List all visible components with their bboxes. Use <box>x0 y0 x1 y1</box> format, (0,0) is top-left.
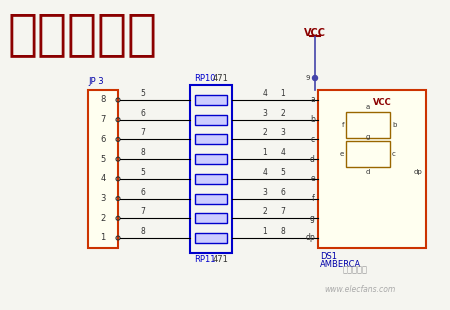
Text: 5: 5 <box>100 155 106 164</box>
Bar <box>195 115 227 125</box>
Bar <box>195 174 227 184</box>
Bar <box>195 154 227 164</box>
Text: 3: 3 <box>262 109 267 118</box>
Text: RP11: RP11 <box>194 255 216 264</box>
Text: c: c <box>392 151 396 157</box>
Bar <box>190 85 232 253</box>
Text: 3: 3 <box>280 128 285 137</box>
Text: 1: 1 <box>262 148 267 157</box>
Text: 9: 9 <box>306 75 310 81</box>
Text: 8: 8 <box>280 227 285 236</box>
Text: 电子发烧友: 电子发烧友 <box>342 265 368 274</box>
Text: JP 3: JP 3 <box>88 77 104 86</box>
Text: d: d <box>310 155 315 164</box>
Text: 7: 7 <box>141 128 146 137</box>
Text: g: g <box>366 134 370 140</box>
Text: 4: 4 <box>100 174 106 183</box>
Text: 471: 471 <box>213 74 229 83</box>
Text: VCC: VCC <box>304 28 326 38</box>
Text: 471: 471 <box>213 255 229 264</box>
Text: 静态数码管: 静态数码管 <box>8 10 158 58</box>
Bar <box>88 90 118 248</box>
Text: g: g <box>310 214 315 223</box>
Text: a: a <box>366 104 370 110</box>
Text: 8: 8 <box>100 95 106 104</box>
Text: e: e <box>340 151 344 157</box>
Text: 1: 1 <box>100 233 106 242</box>
Text: www.elecfans.com: www.elecfans.com <box>324 285 396 294</box>
Text: 7: 7 <box>141 207 146 216</box>
Text: 6: 6 <box>141 188 146 197</box>
Text: 6: 6 <box>100 135 106 144</box>
Text: 8: 8 <box>141 227 145 236</box>
Text: a: a <box>310 95 315 104</box>
Text: 2: 2 <box>262 128 267 137</box>
Text: 4: 4 <box>262 168 267 177</box>
Text: 5: 5 <box>141 168 146 177</box>
Bar <box>195 193 227 204</box>
Circle shape <box>312 76 318 81</box>
Text: b: b <box>310 115 315 124</box>
Text: 5: 5 <box>280 168 285 177</box>
Text: b: b <box>392 122 396 128</box>
Bar <box>318 90 426 248</box>
Text: DS1: DS1 <box>320 252 337 261</box>
Text: 4: 4 <box>280 148 285 157</box>
Text: AMBERCA: AMBERCA <box>320 260 361 269</box>
Text: dp: dp <box>305 233 315 242</box>
Text: dp: dp <box>414 169 423 175</box>
Text: RP10: RP10 <box>194 74 216 83</box>
Text: 6: 6 <box>141 109 146 118</box>
Text: 6: 6 <box>280 188 285 197</box>
Text: f: f <box>312 194 315 203</box>
Bar <box>195 233 227 243</box>
Text: 2: 2 <box>100 214 106 223</box>
Text: e: e <box>310 174 315 183</box>
Text: 1: 1 <box>280 89 285 98</box>
Text: 4: 4 <box>262 89 267 98</box>
Text: 8: 8 <box>141 148 145 157</box>
Bar <box>195 135 227 144</box>
Bar <box>346 112 390 138</box>
Text: d: d <box>366 169 370 175</box>
Text: 5: 5 <box>141 89 146 98</box>
Text: 7: 7 <box>100 115 106 124</box>
Bar <box>195 95 227 105</box>
Text: c: c <box>311 135 315 144</box>
Text: 3: 3 <box>262 188 267 197</box>
Bar <box>346 141 390 167</box>
Text: 7: 7 <box>280 207 285 216</box>
Text: VCC: VCC <box>373 98 392 107</box>
Text: 2: 2 <box>262 207 267 216</box>
Bar <box>195 213 227 223</box>
Text: 2: 2 <box>280 109 285 118</box>
Text: 3: 3 <box>100 194 106 203</box>
Text: f: f <box>342 122 344 128</box>
Text: 1: 1 <box>262 227 267 236</box>
